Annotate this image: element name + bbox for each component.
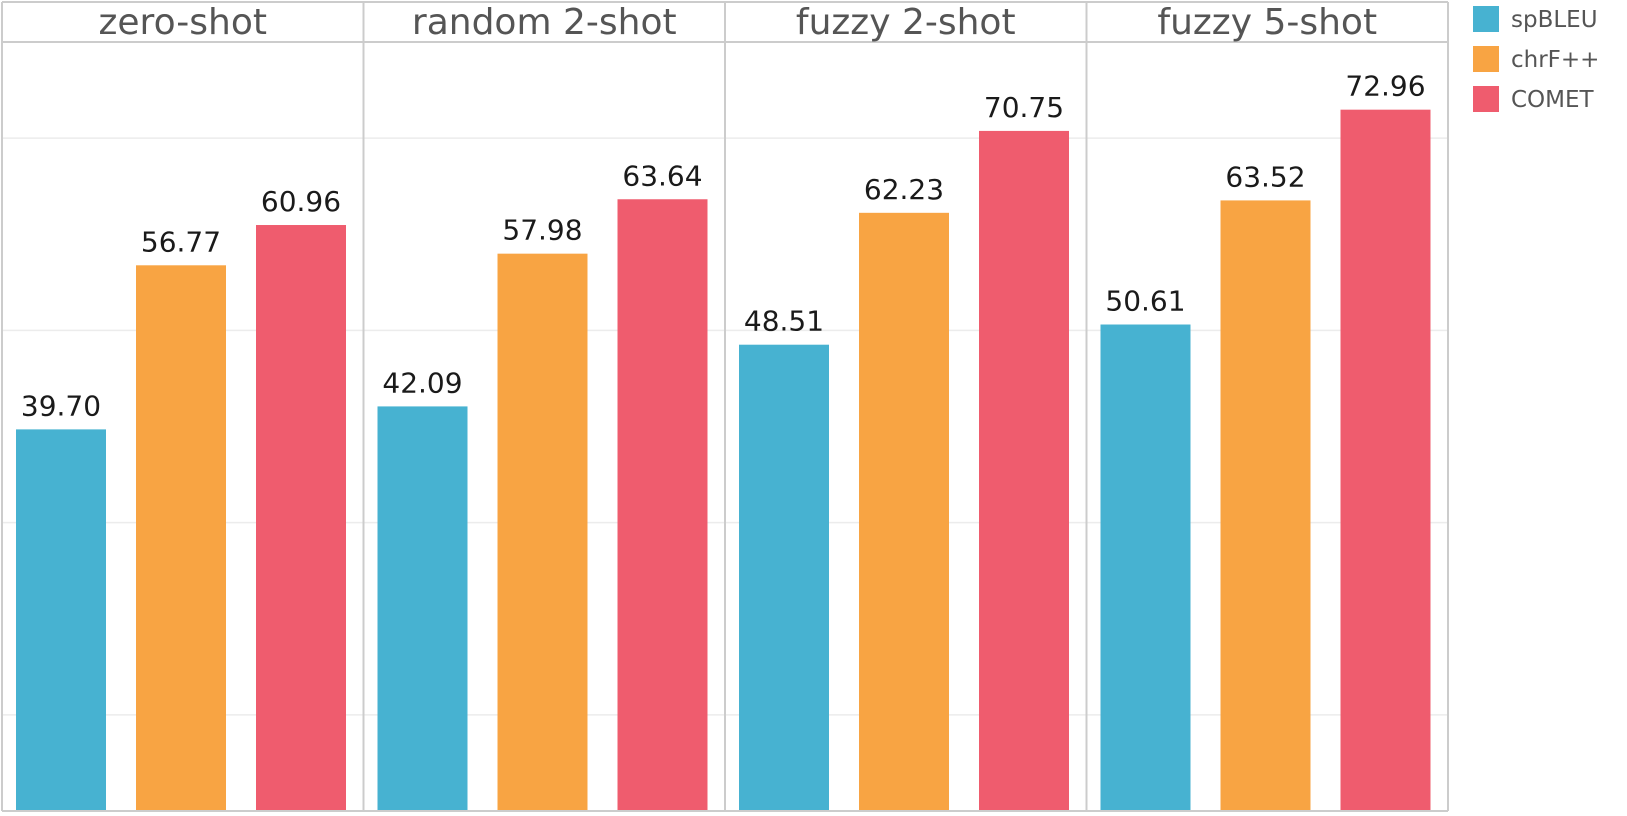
value-label: 72.96 [1345, 70, 1425, 103]
legend-label: spBLEU [1511, 7, 1598, 33]
value-label: 56.77 [141, 225, 221, 258]
value-label: 70.75 [984, 91, 1064, 124]
bar-spbleu-1 [377, 406, 468, 811]
bar-spbleu-3 [1100, 324, 1191, 811]
value-label: 48.51 [744, 305, 824, 338]
bar-chrf-0 [136, 265, 226, 812]
panel-titles: zero-shot random 2-shot fuzzy 2-shot fuzzy … [99, 2, 1378, 43]
legend-swatch [1473, 86, 1499, 112]
panel-title: fuzzy 5-shot [1157, 2, 1377, 43]
legend-item: spBLEU [1473, 6, 1598, 33]
bars [16, 109, 1431, 812]
bar-chrf-1 [497, 253, 588, 812]
legend-swatch [1473, 46, 1499, 72]
legend: spBLEU chrF++ COMET [1473, 6, 1599, 113]
bar-chrf-2 [859, 212, 949, 812]
legend-item: chrF++ [1473, 46, 1599, 73]
value-label: 60.96 [261, 185, 341, 218]
bar-comet-0 [256, 225, 346, 812]
value-label: 57.98 [502, 214, 582, 247]
value-label: 63.52 [1225, 160, 1305, 193]
value-label: 50.61 [1105, 285, 1185, 318]
value-labels: 39.70 56.77 60.96 42.09 57.98 63.64 48.51 62.23… [21, 70, 1426, 423]
value-label: 62.23 [864, 173, 944, 206]
panel-title: random 2-shot [412, 2, 677, 43]
bar-comet-3 [1340, 109, 1431, 811]
bar-spbleu-2 [739, 344, 829, 811]
panel-title: zero-shot [99, 2, 267, 43]
legend-label: chrF++ [1511, 47, 1599, 73]
value-label: 39.70 [21, 389, 101, 422]
legend-label: COMET [1511, 87, 1595, 113]
bar-spbleu-0 [16, 429, 106, 811]
bar-chrf-3 [1220, 200, 1311, 811]
value-label: 63.64 [622, 159, 702, 192]
bar-comet-1 [617, 199, 708, 811]
panel-frames [1, 1, 1449, 812]
panel-title: fuzzy 2-shot [796, 2, 1016, 43]
value-label: 42.09 [382, 366, 462, 399]
bar-comet-2 [979, 130, 1069, 811]
legend-item: COMET [1473, 86, 1595, 113]
legend-swatch [1473, 6, 1499, 32]
